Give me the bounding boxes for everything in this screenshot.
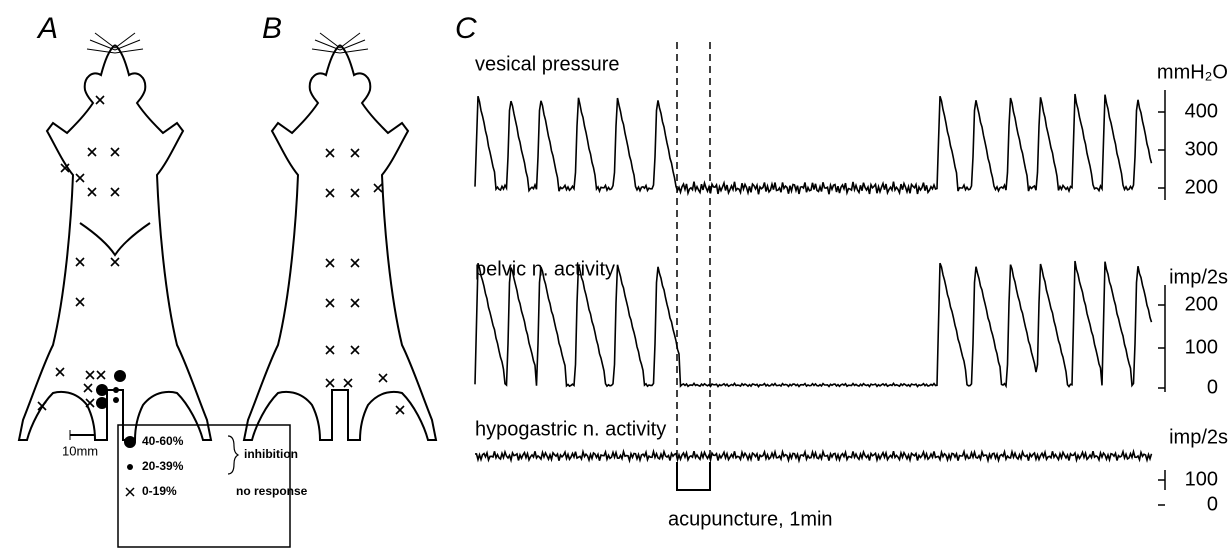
trace xyxy=(475,451,1152,461)
trace-label: hypogastric n. activity xyxy=(475,418,666,440)
rat-b xyxy=(244,33,436,440)
site-mark xyxy=(111,258,119,266)
tick-label: 100 xyxy=(1185,336,1218,358)
tick-label: 0 xyxy=(1207,376,1218,398)
scale-bar xyxy=(70,430,95,440)
site-mark xyxy=(88,148,96,156)
site-mark xyxy=(374,184,382,192)
unit-label: mmH₂O xyxy=(1157,61,1228,83)
stimulus-label: acupuncture, 1min xyxy=(668,508,833,530)
site-mark xyxy=(76,174,84,182)
sites xyxy=(38,96,404,414)
trace-label: vesical pressure xyxy=(475,53,620,75)
legend-label: no response xyxy=(236,484,308,498)
stim-bracket xyxy=(677,462,710,490)
tick-label: 200 xyxy=(1185,176,1218,198)
site-mark xyxy=(326,346,334,354)
unit-label: imp/2s xyxy=(1169,426,1228,448)
legend-label: 0-19% xyxy=(142,484,177,498)
site-mark xyxy=(326,299,334,307)
site-mark xyxy=(111,148,119,156)
site-mark xyxy=(76,298,84,306)
site-mark xyxy=(88,188,96,196)
legend-label: inhibition xyxy=(244,447,298,461)
site-mark xyxy=(96,96,104,104)
legend-label: 20-39% xyxy=(142,459,184,473)
site-mark xyxy=(351,149,359,157)
unit-label: imp/2s xyxy=(1169,266,1228,288)
site-mark xyxy=(379,374,387,382)
site-mark xyxy=(114,370,126,382)
trace-label: pelvic n. activity xyxy=(475,258,615,280)
site-mark xyxy=(113,397,119,403)
tick-label: 200 xyxy=(1185,293,1218,315)
figure: 10mm A B C 40-60% 20-39% 0-19% inhibitio… xyxy=(0,0,1231,550)
site-mark xyxy=(97,371,105,379)
site-mark xyxy=(84,384,92,392)
stim-window xyxy=(677,42,710,458)
site-mark xyxy=(351,299,359,307)
site-mark xyxy=(326,259,334,267)
site-mark xyxy=(96,384,108,396)
scale-label: 10mm xyxy=(62,443,98,458)
site-mark xyxy=(86,399,94,407)
site-mark xyxy=(344,379,352,387)
tick-label: 400 xyxy=(1185,100,1218,122)
tick-label: 100 xyxy=(1185,468,1218,490)
tick-label: 300 xyxy=(1185,138,1218,160)
site-mark xyxy=(111,188,119,196)
site-mark xyxy=(326,149,334,157)
tick-label: 0 xyxy=(1207,493,1218,515)
site-mark xyxy=(86,371,94,379)
site-mark xyxy=(351,259,359,267)
site-mark xyxy=(76,258,84,266)
site-mark xyxy=(396,406,404,414)
site-mark xyxy=(326,379,334,387)
panel-label: C xyxy=(455,12,477,45)
site-mark xyxy=(113,387,119,393)
traces: vesical pressure mmH₂O 400 300 200 pelvic n. … xyxy=(475,53,1228,515)
panel-label: A xyxy=(36,12,58,45)
legend-label: 40-60% xyxy=(142,434,184,448)
site-mark xyxy=(351,189,359,197)
trace xyxy=(475,94,1152,194)
panel-label: B xyxy=(262,12,282,45)
site-mark xyxy=(326,189,334,197)
site-mark xyxy=(96,397,108,409)
site-mark xyxy=(56,368,64,376)
site-mark xyxy=(351,346,359,354)
site-mark xyxy=(38,402,46,410)
